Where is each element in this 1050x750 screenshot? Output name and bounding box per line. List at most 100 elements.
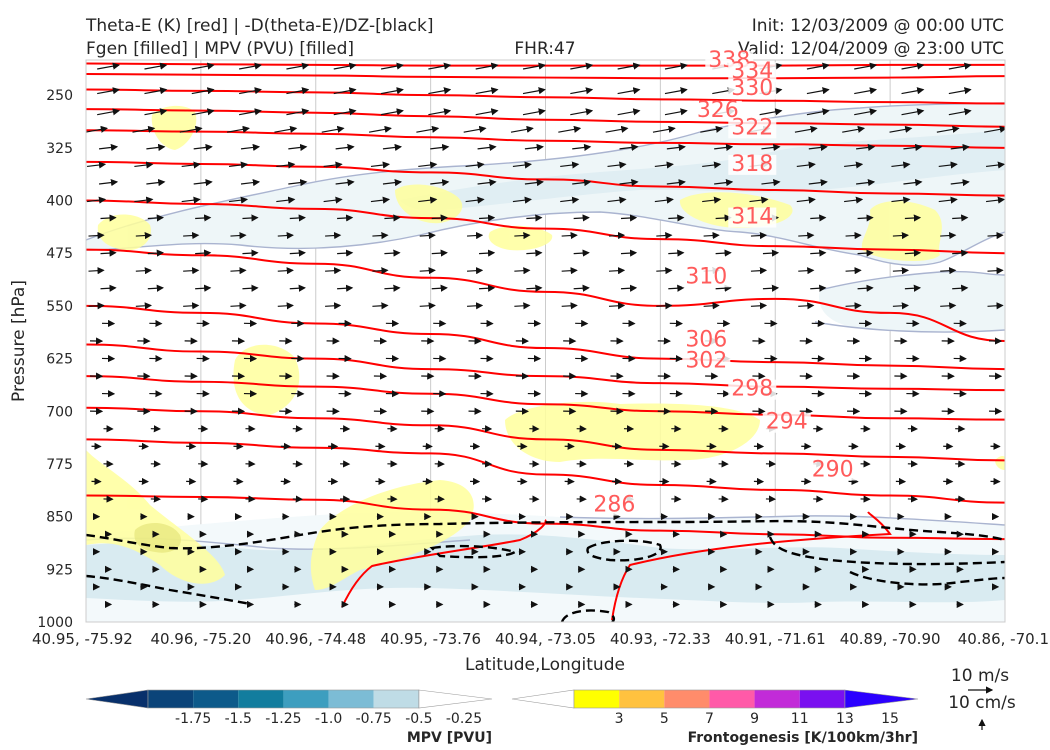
colorbar-segment — [148, 690, 194, 708]
wind-vector — [418, 196, 438, 204]
wind-vector — [656, 267, 673, 275]
colorbar-tick-label: 13 — [836, 711, 854, 727]
wind-vector — [715, 284, 732, 292]
wind-vector — [135, 267, 153, 275]
wind-vector — [700, 125, 724, 133]
wind-vector — [240, 179, 261, 187]
theta-e-contour-310 — [86, 248, 1005, 342]
colorbar-tick-label: 11 — [791, 711, 809, 727]
wind-vector — [810, 284, 827, 292]
wind-vector — [714, 179, 734, 187]
colorbar-segment — [283, 690, 329, 708]
wind-vector — [901, 87, 925, 95]
wind-vector — [323, 161, 343, 169]
wind-vector — [195, 249, 212, 257]
wind-vector — [904, 284, 922, 292]
x-tick-label: 40.91, -71.61 — [725, 630, 826, 648]
wind-vector — [325, 302, 342, 310]
wind-vector — [144, 108, 168, 116]
wind-vector — [467, 302, 484, 310]
colorbar-extend-right — [418, 689, 493, 709]
wind-vector — [335, 179, 355, 187]
wind-vector — [952, 214, 969, 222]
wind-vector — [857, 249, 874, 257]
theta-e-label: 298 — [731, 377, 773, 402]
theta-e-contour-326 — [86, 108, 1005, 128]
theta-e-label-bg — [728, 62, 777, 83]
fgen-colorbar-label: Frontogenesis [K/100km/3hr] — [688, 730, 918, 746]
wind-vector — [522, 87, 546, 95]
wind-vector — [146, 179, 166, 187]
wind-vector — [134, 161, 154, 169]
wind-vector — [798, 231, 815, 240]
colorbar-segment — [619, 690, 665, 708]
wind-vector — [903, 179, 923, 187]
colorbar-extend-right — [844, 689, 919, 709]
wind-vector — [950, 179, 970, 187]
wind-vector — [179, 125, 203, 133]
wind-vector — [475, 62, 499, 70]
wind-vector — [619, 179, 639, 187]
wind-vector — [796, 161, 816, 169]
wind-vector — [620, 214, 638, 222]
wind-vector — [431, 214, 448, 222]
plot-frame — [85, 59, 1006, 623]
wind-vector — [656, 302, 673, 310]
wind-vector — [135, 231, 153, 240]
wind-vector — [132, 125, 156, 133]
title-left-line2: Fgen [filled] | MPV (PVU) [filled] — [86, 39, 354, 59]
wind-vector — [617, 108, 641, 116]
colorbar-segment — [238, 690, 284, 708]
wind-key-vertical-label: 10 cm/s — [948, 693, 1016, 713]
wind-vector — [100, 249, 117, 257]
wind-vector — [664, 62, 688, 70]
wind-vector — [98, 143, 119, 152]
wind-vector — [242, 284, 259, 292]
colorbar-tick-label: -0.5 — [405, 711, 432, 727]
wind-vector — [183, 267, 200, 275]
x-tick-label: 40.95, -73.76 — [380, 630, 481, 648]
theta-e-contour-low-east — [611, 511, 892, 621]
wind-vector — [526, 214, 543, 222]
wind-vector — [715, 214, 732, 222]
wind-vector — [100, 284, 117, 292]
colorbar-tick-label: -0.25 — [446, 711, 482, 727]
wind-vectors — [86, 62, 1005, 609]
wind-vector — [703, 231, 720, 240]
theta-e-label-bg — [762, 412, 811, 433]
wind-vector — [668, 284, 685, 292]
colorbar-extend-left — [85, 689, 149, 709]
wind-vector — [524, 179, 544, 187]
wind-vector — [842, 125, 866, 133]
wind-vector — [561, 302, 578, 310]
y-tick-label: 400 — [46, 194, 73, 210]
wind-vector — [806, 87, 830, 95]
wind-vector — [854, 108, 878, 116]
wind-vector — [323, 196, 343, 204]
wind-vector — [463, 125, 487, 133]
wind-vector — [561, 231, 578, 240]
colorbar-segment — [664, 690, 710, 708]
theta-e-contour-334 — [86, 73, 1005, 80]
wind-vector — [806, 108, 830, 116]
wind-vector — [948, 87, 972, 95]
wind-vector — [522, 108, 546, 116]
wind-vector — [759, 108, 783, 116]
wind-vector — [573, 249, 590, 257]
wind-vector — [242, 214, 259, 222]
wind-vector — [856, 143, 876, 152]
wind-vector — [952, 249, 969, 257]
wind-vector — [380, 87, 404, 95]
wind-vector — [844, 161, 864, 169]
wind-vector — [181, 196, 201, 204]
wind-vector — [144, 87, 168, 95]
wind-vector — [183, 231, 200, 240]
wind-vector — [573, 284, 590, 292]
wind-vector — [524, 143, 544, 152]
wind-vector — [372, 302, 389, 310]
wind-vector — [191, 87, 215, 95]
theta-e-label-bg — [682, 267, 731, 288]
wind-vector — [558, 125, 582, 133]
wind-vector — [372, 231, 389, 240]
